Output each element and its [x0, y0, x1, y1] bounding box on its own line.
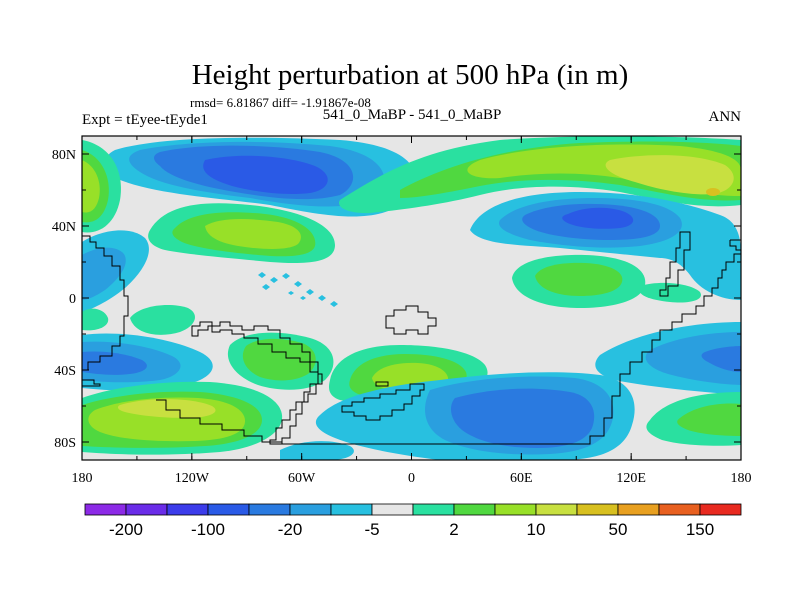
contour-tropical-speckle — [258, 272, 338, 307]
colorbar: -200 -100 -20 -5 2 10 50 150 — [84, 503, 742, 539]
south-africa-outline — [341, 383, 425, 421]
contour-southern-low-band — [82, 333, 213, 391]
contour-north-pacific-low — [104, 137, 416, 217]
map-panel — [82, 136, 741, 460]
lat-tick-label: 80S — [54, 436, 76, 451]
colorbar-label: 10 — [527, 520, 546, 539]
lat-tick-label: 40S — [54, 364, 76, 379]
colorbar-label: 150 — [686, 520, 714, 539]
lon-tick-label: 120W — [175, 471, 210, 486]
contour-east-asia-low — [470, 192, 741, 300]
colorbar-label: 2 — [449, 520, 458, 539]
colorbar-swatch — [658, 503, 701, 516]
lon-tick-label: 120E — [616, 471, 646, 486]
contour-south-indian-low — [595, 322, 741, 395]
lon-tick-label: 60E — [510, 471, 533, 486]
colorbar-label: -5 — [364, 520, 379, 539]
colorbar-swatch — [84, 503, 127, 516]
colorbar-swatch — [617, 503, 660, 516]
australia-outline — [729, 239, 741, 251]
contour-west-edge-high — [82, 140, 121, 233]
contour-south-america-high — [227, 332, 334, 390]
colorbar-swatch — [494, 503, 537, 516]
africa-outline — [385, 305, 437, 335]
colorbar-swatch — [576, 503, 619, 516]
contour-tropical-high — [512, 254, 646, 308]
contour-left-edge-patch — [82, 308, 109, 331]
experiment-label: Expt = tEyee-tEyde1 — [82, 112, 208, 128]
contour-south-indian-high — [646, 392, 741, 446]
colorbar-label: -100 — [191, 520, 225, 539]
colorbar-swatch — [412, 503, 455, 516]
colorbar-label: -200 — [109, 520, 143, 539]
lon-tick-label: 60W — [288, 471, 316, 486]
contour-east-pacific-high — [130, 305, 195, 335]
colorbar-swatch — [699, 503, 742, 516]
lat-tick-label: 0 — [69, 292, 76, 307]
colorbar-swatch — [207, 503, 250, 516]
colorbar-swatch — [166, 503, 209, 516]
central-america-outline — [82, 379, 101, 387]
antarctica-outline — [156, 253, 741, 445]
contour-antarctic-left-low — [280, 441, 354, 460]
contour-pacific-low-40n — [82, 230, 149, 312]
colorbar-swatch — [248, 503, 291, 516]
contour-north-ridge — [339, 136, 741, 214]
lon-tick-label: 0 — [408, 471, 415, 486]
center-label: 541_0_MaBP - 541_0_MaBP — [323, 107, 502, 123]
colorbar-swatch — [453, 503, 496, 516]
asia-east-outline — [659, 231, 691, 297]
colorbar-label: -20 — [278, 520, 303, 539]
colorbar-swatch — [330, 503, 373, 516]
colorbar-swatch — [125, 503, 168, 516]
axis-ticks: 80N 40N 0 40S 80S 180 120W 60W 0 60E 120E 180 — [52, 136, 752, 486]
figure-title: Height perturbation at 500 hPa (in m) — [192, 59, 629, 91]
colorbar-label: 50 — [609, 520, 628, 539]
continent-outlines — [82, 231, 741, 445]
south-america-outline — [191, 321, 323, 445]
contour-north-america-ridge — [148, 203, 335, 264]
colorbar-swatch — [289, 503, 332, 516]
colorbar-swatch — [535, 503, 578, 516]
stats-label: rmsd= 6.81867 diff= -1.91867e-08 — [190, 95, 371, 110]
north-america-outline — [82, 235, 129, 371]
madagascar-outline — [375, 381, 389, 387]
season-label: ANN — [709, 109, 742, 125]
lat-tick-label: 40N — [52, 220, 76, 235]
colorbar-swatch — [371, 503, 414, 516]
lon-tick-label: 180 — [72, 471, 93, 486]
lat-tick-label: 80N — [52, 148, 76, 163]
contour-indian-patch — [639, 282, 701, 303]
lon-tick-label: 180 — [731, 471, 752, 486]
